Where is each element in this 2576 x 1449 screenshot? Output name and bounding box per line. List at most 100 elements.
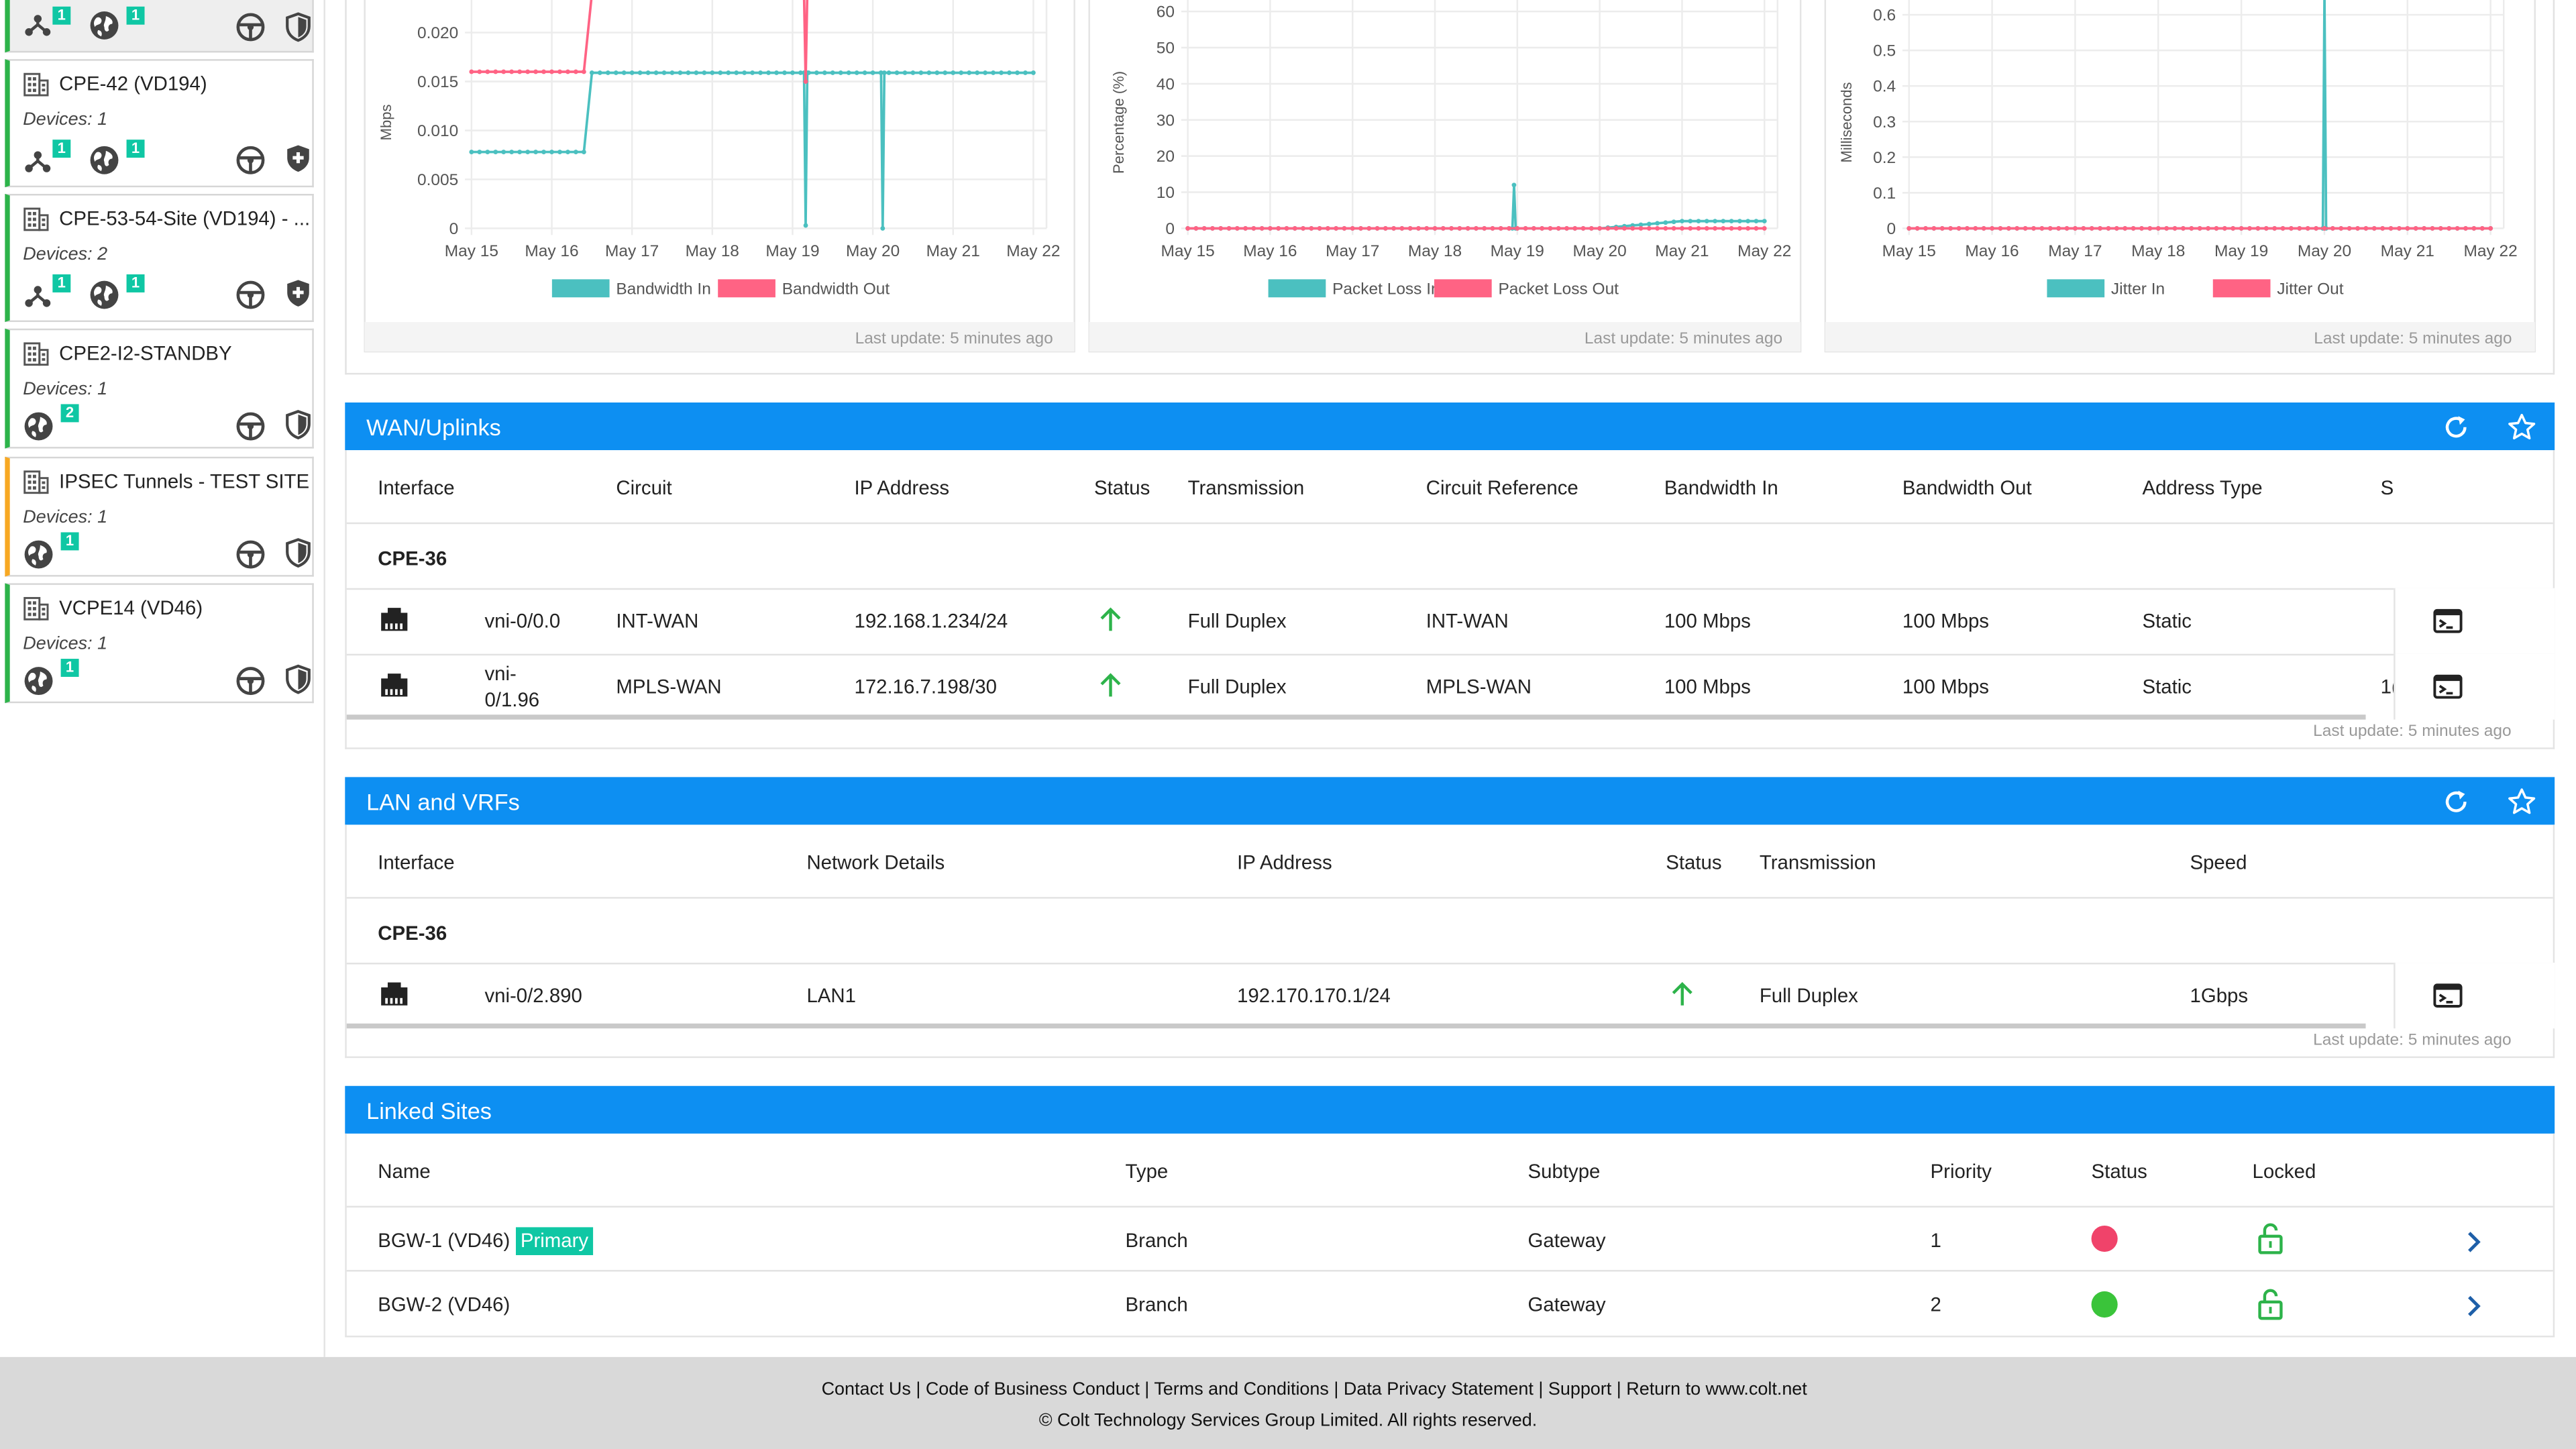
shield-plus-icon[interactable] xyxy=(282,143,314,174)
horizontal-scrollbar[interactable] xyxy=(346,714,2366,720)
series-point xyxy=(1589,225,1594,231)
series-point xyxy=(2098,225,2102,231)
linked-col-status[interactable]: Status xyxy=(2091,1159,2147,1183)
wan-last-update: Last update: 5 minutes ago xyxy=(2313,722,2512,741)
series-point xyxy=(742,70,747,75)
series-point xyxy=(1746,219,1751,224)
footer-link-terms[interactable]: Terms and Conditions xyxy=(1154,1380,1329,1400)
wan-col-circuit-reference[interactable]: Circuit Reference xyxy=(1426,476,1578,500)
chevron-right-icon[interactable] xyxy=(2466,1295,2482,1318)
terminal-icon[interactable] xyxy=(2433,608,2463,634)
site-card-cpe2-i2-standby[interactable]: CPE2-I2-STANDBY Devices: 1 2 xyxy=(5,328,314,449)
steering-wheel-icon[interactable] xyxy=(235,279,266,311)
terminal-icon[interactable] xyxy=(2433,674,2463,700)
lan-col-interface[interactable]: Interface xyxy=(378,851,455,874)
footer-link-colt[interactable]: Return to www.colt.net xyxy=(1626,1380,1807,1400)
wan-col-interface[interactable]: Interface xyxy=(378,476,455,500)
steering-wheel-icon[interactable] xyxy=(235,411,266,442)
shield-icon[interactable] xyxy=(282,11,314,43)
chart-box-packet-loss xyxy=(1088,0,1802,353)
star-icon[interactable] xyxy=(2507,787,2536,816)
series-point xyxy=(1556,225,1561,231)
y-tick-label: 40 xyxy=(1157,75,1175,93)
series-line xyxy=(471,0,809,82)
lan-col-speed[interactable]: Speed xyxy=(2190,851,2247,874)
footer-link-support[interactable]: Support xyxy=(1548,1380,1612,1400)
wan-col-ip-address[interactable]: IP Address xyxy=(854,476,950,500)
globe-icon xyxy=(23,665,54,697)
wan-col-circuit[interactable]: Circuit xyxy=(616,476,672,500)
wan-col-extra[interactable]: S xyxy=(2380,476,2394,500)
shield-icon[interactable] xyxy=(282,537,314,569)
lan-panel-title: LAN and VRFs xyxy=(366,788,520,815)
steering-wheel-icon[interactable] xyxy=(235,145,266,176)
series-point xyxy=(862,70,867,75)
site-name: CPE2-I2-STANDBY xyxy=(59,341,232,365)
series-point xyxy=(669,70,675,75)
site-card-cpe-53-54[interactable]: CPE-53-54-Site (VD194) - ... Devices: 2 … xyxy=(5,193,314,323)
series-point xyxy=(1948,225,1953,231)
shield-plus-icon[interactable] xyxy=(282,278,314,309)
series-point xyxy=(2471,225,2477,231)
site-card-top[interactable]: 1 1 xyxy=(5,0,314,53)
series-point xyxy=(549,69,554,74)
footer-link-contact[interactable]: Contact Us xyxy=(821,1380,911,1400)
series-point xyxy=(2247,225,2252,231)
series-point xyxy=(2039,225,2045,231)
terminal-icon[interactable] xyxy=(2433,982,2463,1008)
shield-icon[interactable] xyxy=(282,663,314,695)
linked-col-name[interactable]: Name xyxy=(378,1159,431,1183)
wan-col-status[interactable]: Status xyxy=(1094,476,1150,500)
lan-col-ip-address[interactable]: IP Address xyxy=(1237,851,1332,874)
wan-col-bandwidth-in[interactable]: Bandwidth In xyxy=(1664,476,1778,500)
linked-row-name[interactable]: BGW-1 (VD46) Primary xyxy=(378,1227,594,1256)
shield-icon[interactable] xyxy=(282,409,314,441)
chevron-right-icon[interactable] xyxy=(2466,1230,2482,1253)
series-point xyxy=(2405,225,2410,231)
steering-wheel-icon[interactable] xyxy=(235,11,266,43)
footer-link-privacy[interactable]: Data Privacy Statement xyxy=(1343,1380,1534,1400)
series-point xyxy=(999,70,1004,75)
wan-col-address-type[interactable]: Address Type xyxy=(2142,476,2263,500)
site-card-vcpe14[interactable]: VCPE14 (VD46) Devices: 1 1 xyxy=(5,583,314,704)
steering-wheel-icon[interactable] xyxy=(235,665,266,697)
series-point xyxy=(1531,225,1536,231)
linked-col-subtype[interactable]: Subtype xyxy=(1527,1159,1601,1183)
x-tick-label: May 20 xyxy=(846,242,900,260)
linked-col-locked[interactable]: Locked xyxy=(2252,1159,2316,1183)
series-point xyxy=(975,70,980,75)
series-point xyxy=(2330,225,2335,231)
series-point xyxy=(2089,225,2094,231)
wan-col-bandwidth-out[interactable]: Bandwidth Out xyxy=(1902,476,2032,500)
site-card-cpe-42[interactable]: CPE-42 (VD194) Devices: 1 1 1 xyxy=(5,59,314,188)
linked-row-name[interactable]: BGW-2 (VD46) xyxy=(378,1293,510,1316)
steering-wheel-icon[interactable] xyxy=(235,539,266,570)
lan-col-transmission[interactable]: Transmission xyxy=(1759,851,1876,874)
unlock-icon xyxy=(2257,1222,2284,1255)
primary-badge: Primary xyxy=(515,1227,594,1256)
series-point xyxy=(2081,225,2086,231)
linked-col-priority[interactable]: Priority xyxy=(1930,1159,1992,1183)
lan-col-network-details[interactable]: Network Details xyxy=(806,851,945,874)
series-point xyxy=(702,70,707,75)
wan-row-circuit-ref: MPLS-WAN xyxy=(1426,675,1532,698)
star-icon[interactable] xyxy=(2507,413,2536,442)
lan-col-status[interactable]: Status xyxy=(1666,851,1722,874)
series-point xyxy=(566,69,570,74)
series-point xyxy=(2131,225,2136,231)
x-tick-label: May 18 xyxy=(686,242,739,260)
y-tick-label: 0 xyxy=(449,220,459,238)
horizontal-scrollbar[interactable] xyxy=(346,1023,2366,1029)
linked-col-type[interactable]: Type xyxy=(1125,1159,1169,1183)
footer-link-conduct[interactable]: Code of Business Conduct xyxy=(925,1380,1140,1400)
series-point xyxy=(509,150,515,155)
site-card-ipsec-tunnels[interactable]: IPSEC Tunnels - TEST SITE Devices: 1 1 xyxy=(5,456,314,577)
lan-row-interface: vni-0/2.890 xyxy=(484,983,582,1008)
legend-swatch xyxy=(2212,279,2271,298)
wan-row-interface: vni-0/0.0 xyxy=(484,609,561,633)
refresh-icon[interactable] xyxy=(2441,413,2471,442)
wan-col-transmission[interactable]: Transmission xyxy=(1187,476,1305,500)
series-point xyxy=(790,70,795,75)
legend-swatch xyxy=(718,279,775,298)
refresh-icon[interactable] xyxy=(2441,787,2471,816)
